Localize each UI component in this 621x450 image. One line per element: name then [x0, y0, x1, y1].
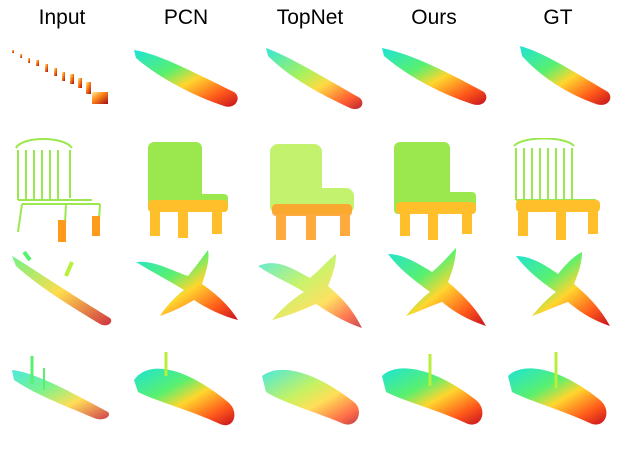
cell-row1-gt	[496, 34, 620, 138]
cell-row4-gt	[496, 346, 620, 450]
point-cloud-image	[382, 354, 483, 425]
cell-row4-pcn	[124, 346, 248, 450]
point-cloud-image	[382, 48, 487, 105]
cell-row2-input	[0, 138, 124, 242]
point-cloud-image	[270, 144, 354, 240]
cell-row3-input	[0, 242, 124, 346]
point-cloud-image	[136, 250, 238, 320]
cell-row1-ours	[372, 34, 496, 138]
point-cloud-image	[258, 254, 362, 328]
cell-row1-pcn	[124, 34, 248, 138]
cell-row2-topnet	[248, 138, 372, 242]
cell-row3-pcn	[124, 242, 248, 346]
point-cloud-image	[15, 138, 101, 242]
point-cloud-image	[266, 48, 363, 110]
cell-row3-ours	[372, 242, 496, 346]
cell-row2-gt	[496, 138, 620, 242]
point-cloud-image	[388, 248, 486, 326]
cell-row1-topnet	[248, 34, 372, 138]
point-cloud-image	[12, 356, 110, 420]
cell-row2-ours	[372, 138, 496, 242]
point-cloud-image	[394, 142, 476, 240]
point-cloud-image	[520, 46, 611, 105]
cell-row2-pcn	[124, 138, 248, 242]
point-cloud-image	[262, 369, 359, 425]
column-headers: Input PCN TopNet Ours GT	[0, 4, 621, 34]
point-cloud-image	[148, 142, 228, 238]
column-title-input: Input	[38, 6, 86, 29]
point-cloud-image	[516, 252, 610, 326]
point-cloud-image	[12, 250, 112, 326]
column-title-ours: Ours	[411, 6, 457, 29]
point-cloud-image	[513, 138, 600, 240]
cell-row4-input	[0, 346, 124, 450]
point-cloud-image	[508, 352, 607, 425]
cell-row4-ours	[372, 346, 496, 450]
cell-row1-input	[0, 34, 124, 138]
column-title-pcn: PCN	[163, 6, 209, 29]
column-title-gt: GT	[543, 6, 573, 29]
result-grid	[0, 34, 621, 448]
cell-row3-gt	[496, 242, 620, 346]
cell-row4-topnet	[248, 346, 372, 450]
point-cloud-image	[134, 50, 238, 107]
point-cloud-image	[12, 50, 108, 104]
point-cloud-image	[134, 352, 235, 426]
cell-row3-topnet	[248, 242, 372, 346]
column-title-topnet: TopNet	[276, 6, 344, 29]
